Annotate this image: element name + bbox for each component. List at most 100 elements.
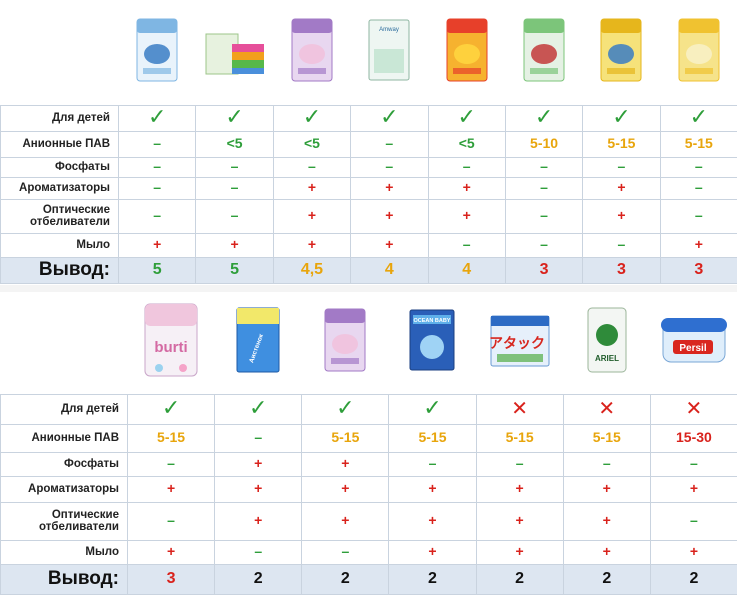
table2-phosphates-cell-7: – (649, 451, 737, 477)
optical-value: + (617, 207, 626, 223)
table2-fragrances-cell-5: + (475, 475, 564, 503)
soap-value: + (428, 543, 437, 559)
table2-optical-cell-1: – (126, 501, 216, 541)
table1-anionic-cell-4: – (350, 130, 429, 158)
anionic-value: <5 (303, 135, 320, 151)
table2-soap-cell-5: + (475, 539, 564, 565)
cross-icon: ✕ (598, 397, 616, 420)
fragrances-value: + (385, 179, 394, 195)
table2-anionic-cell-6: 5-15 (562, 423, 651, 453)
anionic-value: – (153, 135, 162, 151)
soap-value: + (694, 236, 703, 252)
table1-phosphates-cell-6: – (504, 156, 584, 178)
product-ocean-baby-image: OCEAN BABY (388, 292, 477, 395)
phosphates-value: – (428, 455, 437, 471)
table1-soap-cell-2: + (195, 232, 274, 258)
row-label-kids: Для детей (0, 104, 119, 132)
table2-anionic-cell-1: 5-15 (126, 423, 216, 453)
score-value: 3 (539, 261, 549, 278)
phosphates-value: – (694, 158, 703, 174)
table2-kids-cell-7: ✕ (649, 393, 737, 425)
anionic-value: 5-15 (505, 429, 534, 445)
table2-result-cell-2: 2 (214, 563, 303, 595)
score-value: 2 (602, 570, 612, 587)
table1-grid: Amway Для детей ✓ ✓ ✓ ✓ ✓ ✓ ✓ ✓ Анионные ПАВ – <5 <5… (0, 0, 737, 284)
table1-optical-cell-8: – (659, 198, 737, 234)
fragrances-value: + (341, 480, 350, 496)
phosphates-value: + (341, 455, 350, 471)
score-value: 5 (230, 261, 240, 278)
soap-value: – (617, 236, 626, 252)
optical-value: + (341, 512, 350, 528)
fragrances-value: – (694, 179, 703, 195)
product-attack-image: アタック (476, 292, 564, 395)
phosphates-value: – (230, 158, 239, 174)
optical-value: – (690, 512, 698, 528)
svg-text:burti: burti (154, 339, 187, 356)
table1-fragrances-cell-2: – (195, 176, 274, 200)
table2-result-cell-3: 2 (301, 563, 390, 595)
soap-value: – (254, 543, 263, 559)
fragrances-value: + (307, 179, 317, 195)
table2-kids-cell-3: ✓ (301, 393, 390, 425)
aistenok-box-icon: Аистенок (234, 305, 282, 380)
detergent-pack-icon (322, 306, 368, 379)
table1-phosphates-cell-4: – (350, 156, 429, 178)
table1-soap-cell-1: + (117, 232, 197, 258)
table2-result-cell-4: 2 (388, 563, 477, 595)
svg-text:ARIEL: ARIEL (595, 354, 619, 363)
fragrances-value: + (166, 480, 176, 496)
table2-soap-cell-2: – (214, 539, 303, 565)
table1-anionic-cell-1: – (117, 130, 197, 158)
soap-value: + (153, 236, 162, 252)
score-value: 5 (152, 261, 162, 278)
phosphates-value: – (617, 158, 626, 174)
product-burti-image: burti (127, 292, 215, 395)
table1-kids-cell-4: ✓ (350, 104, 429, 132)
ariel-pack-icon: ARIEL (585, 305, 629, 380)
row-label-fragrances: Ароматизаторы (0, 176, 119, 200)
anionic-value: 5-15 (331, 429, 360, 445)
optical-value: + (602, 512, 611, 528)
product-7-image (582, 0, 661, 106)
table2-anionic-cell-2: – (214, 423, 303, 453)
table1-anionic-cell-6: 5-10 (504, 130, 584, 158)
detergent-pack-icon (444, 16, 490, 89)
optical-value: – (153, 207, 162, 223)
row-label-kids: Для детей (0, 393, 128, 425)
score-value: 3 (616, 261, 626, 278)
table1-optical-cell-4: + (350, 198, 429, 234)
table2-anionic-cell-5: 5-15 (475, 423, 564, 453)
svg-text:OCEAN BABY: OCEAN BABY (414, 318, 451, 324)
table1-result-cell-3: 4,5 (272, 256, 352, 284)
table1-result-cell-4: 4 (350, 256, 429, 284)
table1-phosphates-cell-8: – (659, 156, 737, 178)
fragrances-value: – (153, 179, 162, 195)
table1-phosphates-cell-1: – (117, 156, 197, 178)
table2-soap-cell-4: + (388, 539, 477, 565)
detergent-pack-icon (134, 16, 180, 89)
score-value: 2 (253, 570, 263, 587)
check-icon: ✓ (302, 105, 322, 129)
corner-cell (0, 292, 128, 394)
section-divider (0, 285, 737, 292)
table2-anionic-cell-4: 5-15 (388, 423, 477, 453)
table2-optical-cell-7: – (649, 501, 737, 541)
table1-soap-cell-5: – (427, 232, 506, 258)
table1-soap-cell-7: – (582, 232, 661, 258)
table2-fragrances-cell-6: + (562, 475, 651, 503)
fragrances-value: + (428, 480, 437, 496)
table2-optical-cell-6: + (562, 501, 651, 541)
product-aistenok-image: Аистенок (214, 292, 302, 395)
phosphates-value: – (167, 455, 175, 471)
burti-pack-icon: burti (141, 300, 201, 385)
table1-kids-cell-7: ✓ (582, 104, 661, 132)
anionic-value: – (254, 429, 263, 445)
attack-box-icon: アタック (487, 310, 553, 375)
comparison-table-1: Amway Для детей ✓ ✓ ✓ ✓ ✓ ✓ ✓ ✓ Анионные ПАВ – <5 <5… (0, 0, 737, 285)
phosphates-value: – (462, 158, 471, 174)
check-icon: ✓ (147, 105, 167, 129)
anionic-value: 5-15 (418, 429, 447, 445)
anionic-value: 5-15 (157, 429, 186, 445)
fragrances-value: + (515, 480, 524, 496)
